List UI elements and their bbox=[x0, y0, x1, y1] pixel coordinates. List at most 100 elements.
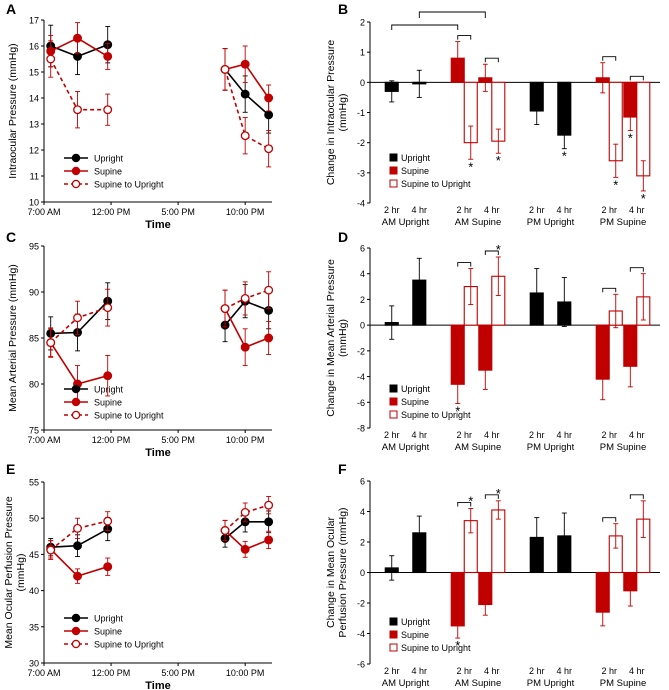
legend-label-2: Supine to Upright bbox=[94, 640, 164, 650]
x-tick-label: 12:00 PM bbox=[92, 435, 131, 445]
series-line bbox=[50, 306, 108, 344]
data-point bbox=[264, 517, 274, 527]
data-point bbox=[240, 342, 250, 352]
x-axis-title: Time bbox=[145, 219, 170, 231]
significance-asterisk: * bbox=[613, 177, 618, 192]
hour-label: 4 hr bbox=[484, 205, 500, 215]
legend-label-1: Supine bbox=[401, 166, 429, 176]
hour-label: 2 hr bbox=[456, 205, 472, 215]
series-line bbox=[50, 342, 108, 385]
x-tick-label: 12:00 PM bbox=[92, 207, 131, 217]
x-axis-title: Time bbox=[145, 447, 170, 459]
data-point bbox=[220, 526, 230, 535]
data-point bbox=[264, 285, 274, 295]
panel-letter: C bbox=[6, 229, 16, 245]
series-supine-to-upright bbox=[46, 271, 274, 358]
y-axis-title: Mean Ocular Perfusion Pressure(mmHg) bbox=[3, 496, 27, 648]
group-label: PM Upright bbox=[527, 217, 575, 228]
significance-asterisk: * bbox=[496, 486, 501, 501]
data-point bbox=[264, 333, 274, 343]
y-tick-label: 0 bbox=[360, 78, 365, 88]
panel-C: C 75 80 85 90 95 7:00 AM 12:00 PM 5:00 PM 10:00 P… bbox=[6, 229, 274, 459]
panel-E: E 30 35 40 45 50 55 7:00 AM 12:00 PM 5:00 PM 10:00… bbox=[3, 461, 274, 690]
y-tick-label: -2 bbox=[357, 346, 365, 356]
legend-marker-0 bbox=[71, 384, 81, 394]
series-line bbox=[224, 69, 269, 150]
data-point bbox=[240, 59, 250, 69]
data-point bbox=[46, 54, 56, 64]
panel-A: A 10 11 12 13 14 15 16 17 7:00 AM 12:00 PM 5:00 PM 1… bbox=[6, 1, 274, 231]
comparison-bracket bbox=[629, 267, 644, 272]
x-tick-label: 5:00 PM bbox=[161, 668, 195, 678]
comparison-bracket bbox=[602, 56, 617, 61]
significance-asterisk: * bbox=[628, 131, 633, 146]
significance-asterisk: * bbox=[641, 191, 646, 206]
data-point bbox=[264, 110, 274, 120]
legend-marker-1 bbox=[71, 626, 81, 636]
y-tick-label: -6 bbox=[357, 660, 365, 670]
comparison-bracket bbox=[602, 287, 617, 293]
panel-B: B -4 -3 -2 -1 0 1 2 Change in Intraocular Pressu… bbox=[325, 1, 660, 228]
legend-label-0: Upright bbox=[94, 614, 124, 624]
legend-marker-1 bbox=[71, 166, 81, 176]
y-tick-label: 17 bbox=[29, 16, 39, 26]
hour-label: 4 hr bbox=[412, 430, 428, 440]
comparison-bracket bbox=[457, 35, 472, 40]
y-tick-label: 6 bbox=[360, 244, 365, 254]
legend-marker-2 bbox=[71, 639, 81, 649]
data-point bbox=[103, 371, 113, 381]
data-point bbox=[73, 313, 82, 323]
y-tick-label: 95 bbox=[29, 242, 39, 252]
series-line bbox=[49, 58, 108, 111]
legend-label-1: Supine bbox=[94, 167, 122, 177]
y-tick-label: 0 bbox=[360, 568, 365, 578]
legend-label-1: Supine bbox=[401, 630, 429, 640]
panel-D: D -8 -6 -4 -2 0 2 4 6 Change in Mean Arterial Pre… bbox=[325, 229, 660, 453]
hour-label: 4 hr bbox=[557, 205, 573, 215]
series-line bbox=[224, 308, 269, 349]
y-tick-label: 30 bbox=[29, 659, 39, 669]
legend-swatch-0 bbox=[389, 617, 398, 626]
hour-label: 4 hr bbox=[557, 430, 573, 440]
hour-label: 4 hr bbox=[629, 205, 645, 215]
x-axis-title: Time bbox=[145, 680, 170, 690]
legend-label-2: Supine to Upright bbox=[401, 643, 471, 653]
hour-label: 2 hr bbox=[601, 430, 617, 440]
x-tick-label: 10:00 PM bbox=[226, 668, 265, 678]
data-point bbox=[240, 131, 250, 141]
y-tick-label: 35 bbox=[29, 622, 39, 632]
y-axis-title: Mean Arterial Pressure (mmHg) bbox=[7, 264, 19, 412]
panel-letter: A bbox=[6, 1, 16, 17]
comparison-bracket bbox=[418, 11, 486, 18]
y-tick-label: 85 bbox=[29, 334, 39, 344]
data-point bbox=[264, 93, 274, 103]
legend-label-2: Supine to Upright bbox=[94, 411, 164, 421]
y-tick-label: -8 bbox=[357, 424, 365, 434]
data-point bbox=[103, 562, 113, 572]
x-tick-label: 7:00 AM bbox=[27, 435, 60, 445]
legend-swatch-0 bbox=[389, 384, 398, 393]
hour-label: 2 hr bbox=[384, 430, 400, 440]
y-tick-label: 13 bbox=[29, 120, 39, 130]
y-tick-label: -1 bbox=[357, 108, 365, 118]
data-point bbox=[73, 33, 82, 43]
panel-letter: B bbox=[338, 1, 348, 17]
hour-label: 4 hr bbox=[484, 666, 500, 676]
significance-asterisk: * bbox=[496, 153, 501, 168]
data-point bbox=[264, 500, 274, 510]
data-point bbox=[240, 293, 250, 303]
y-tick-label: 0 bbox=[360, 321, 365, 331]
hour-label: 2 hr bbox=[529, 666, 545, 676]
legend-label-1: Supine bbox=[401, 397, 429, 407]
significance-asterisk: * bbox=[468, 493, 473, 508]
y-tick-label: 90 bbox=[29, 288, 39, 298]
series-upright bbox=[46, 510, 274, 558]
data-point bbox=[46, 338, 56, 348]
y-tick-label: 6 bbox=[360, 477, 365, 487]
group-label: AM Upright bbox=[382, 442, 430, 453]
series-supine-to-upright bbox=[46, 40, 274, 168]
panel-F: F -6 -4 -2 0 2 4 6 Change in Mean OcularPerfusio… bbox=[325, 461, 660, 689]
comparison-bracket bbox=[629, 494, 644, 499]
y-tick-label: 50 bbox=[29, 514, 39, 524]
legend-marker-0 bbox=[71, 153, 81, 163]
